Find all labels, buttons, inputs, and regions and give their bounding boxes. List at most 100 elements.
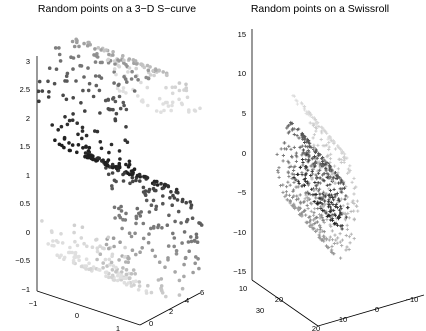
scatter-point (111, 236, 116, 240)
scatter-point (341, 182, 346, 186)
scatter-point (62, 145, 66, 150)
z-tick-label: 0.5 (20, 199, 30, 208)
scatter-point (83, 109, 87, 113)
scatter-point (106, 235, 111, 240)
scatter-point (117, 161, 122, 166)
scatter-point (63, 115, 67, 119)
s-curve-z-ticks: 3 2.5 2 1.5 1 0.5 0 −0.5 −1 (15, 57, 30, 294)
scatter-point (325, 183, 329, 187)
scatter-point (304, 112, 308, 116)
scatter-point (314, 129, 318, 133)
scatter-point (281, 183, 285, 187)
scatter-point (40, 89, 45, 93)
scatter-point (84, 257, 89, 262)
scatter-point (312, 211, 316, 215)
scatter-point (307, 150, 311, 154)
scatter-point (312, 200, 316, 204)
scatter-point (328, 161, 332, 165)
scatter-point (173, 219, 177, 224)
scatter-point (117, 258, 121, 262)
scatter-point (189, 203, 194, 207)
scatter-point (340, 149, 344, 154)
scatter-point (320, 202, 324, 206)
scatter-point (348, 164, 352, 168)
scatter-point (182, 274, 186, 279)
scatter-point (117, 64, 122, 69)
scatter-point (81, 88, 85, 93)
scatter-point (308, 121, 312, 125)
scatter-point (182, 262, 186, 267)
scatter-point (47, 90, 51, 94)
scatter-point (131, 280, 135, 284)
scatter-point (155, 183, 160, 187)
scatter-point (84, 133, 89, 138)
scatter-point (114, 111, 119, 116)
scatter-point (285, 198, 289, 202)
scatter-point (352, 176, 356, 180)
scatter-point (338, 213, 342, 217)
scatter-point (84, 267, 88, 271)
scatter-point (286, 171, 290, 175)
scatter-point (72, 230, 76, 235)
scatter-point (120, 226, 124, 231)
scatter-point (312, 133, 316, 137)
scatter-point (309, 173, 313, 178)
scatter-point (152, 182, 157, 187)
scatter-point (87, 261, 91, 266)
scatter-point (342, 158, 346, 162)
scatter-point (304, 213, 308, 217)
scatter-point (296, 206, 300, 210)
scatter-point (292, 127, 296, 131)
scatter-point (320, 213, 324, 217)
scatter-point (327, 193, 331, 197)
scatter-point (77, 258, 81, 263)
scatter-point (169, 190, 173, 194)
scatter-point (165, 223, 170, 227)
scatter-point (152, 179, 157, 184)
scatter-point (310, 177, 314, 181)
scatter-point (194, 232, 199, 237)
scatter-point (292, 145, 296, 149)
z-tick-label: 2 (26, 114, 30, 123)
scatter-point (325, 175, 329, 179)
scatter-point (306, 160, 310, 164)
scatter-point (165, 100, 169, 105)
scatter-point (159, 277, 164, 281)
scatter-point (301, 200, 306, 204)
scatter-point (75, 121, 79, 125)
scatter-point (294, 198, 299, 202)
scatter-point (290, 122, 294, 126)
scatter-point (336, 144, 340, 148)
scatter-point (339, 207, 343, 211)
scatter-point (127, 276, 132, 281)
scatter-point (300, 153, 304, 157)
scatter-point (126, 256, 130, 261)
scatter-point (173, 270, 177, 274)
y-tick-label: 4 (185, 296, 189, 305)
scatter-point (332, 241, 336, 246)
scatter-point (130, 248, 135, 252)
scatter-point (354, 204, 358, 208)
scatter-point (337, 157, 342, 161)
scatter-point (85, 244, 89, 249)
scatter-point (334, 203, 338, 207)
scatter-point (316, 189, 320, 193)
scatter-point (157, 96, 162, 101)
z-tick-label: 0 (26, 228, 30, 237)
scatter-point (330, 172, 334, 176)
scatter-point (124, 260, 128, 264)
scatter-point (70, 39, 75, 44)
scatter-point (313, 193, 317, 197)
scatter-point (292, 94, 296, 98)
scatter-point (146, 240, 151, 245)
scatter-point (80, 125, 85, 130)
scatter-point (82, 75, 86, 79)
scatter-point (334, 174, 339, 178)
scatter-point (347, 216, 351, 220)
scatter-point (80, 136, 84, 141)
swissroll-z-ticks: 15 10 5 0 −5 −10 −15 (233, 30, 246, 276)
scatter-point (318, 165, 322, 169)
scatter-point (333, 147, 338, 151)
scatter-point (109, 275, 114, 280)
